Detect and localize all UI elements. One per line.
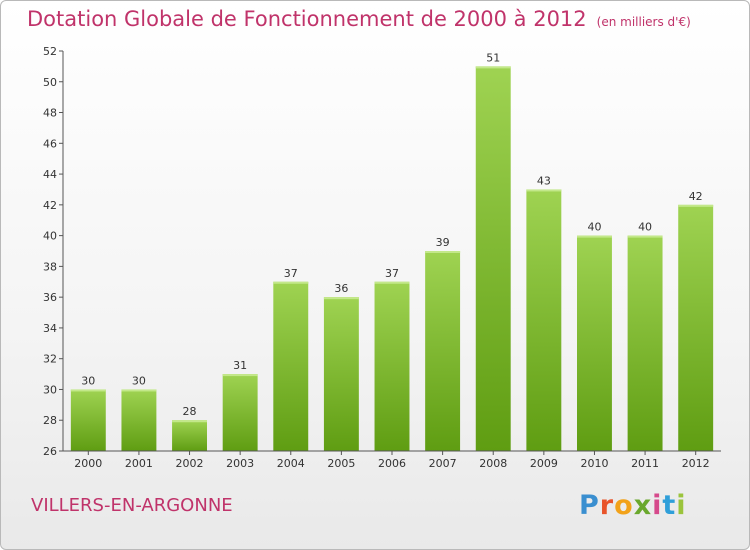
x-tick-label: 2002 — [176, 457, 204, 470]
x-tick-label: 2012 — [682, 457, 710, 470]
x-tick-label: 2000 — [74, 457, 102, 470]
bar-value-label: 28 — [183, 405, 197, 418]
bar-highlight — [374, 281, 410, 284]
x-tick-label: 2008 — [479, 457, 507, 470]
bar-highlight — [425, 251, 461, 253]
bar-2011 — [627, 235, 663, 451]
y-axis: 26 28 30 32 34 36 38 40 42 44 46 48 50 52 — [43, 45, 64, 458]
y-tick-label: 52 — [43, 45, 57, 58]
bar-value-label: 37 — [385, 267, 399, 280]
chart-title: Dotation Globale de Fonctionnement de 20… — [27, 7, 691, 31]
city-name: VILLERS-EN-ARGONNE — [31, 495, 233, 516]
bar-2010 — [576, 235, 612, 451]
y-tick-label: 36 — [43, 291, 57, 304]
bar-2003 — [222, 374, 258, 451]
bar-2000 — [70, 389, 106, 451]
y-tick-label: 34 — [43, 322, 57, 335]
x-tick-label: 2004 — [277, 457, 305, 470]
bar-2005 — [323, 297, 359, 451]
bar-2009 — [526, 189, 562, 451]
y-tick-label: 42 — [43, 199, 57, 212]
bar-value-label: 39 — [436, 236, 450, 249]
bar-highlight — [70, 389, 106, 392]
bar-value-label: 37 — [284, 267, 298, 280]
bar-value-label: 40 — [638, 221, 652, 234]
bar-highlight — [323, 297, 359, 300]
bar-highlight — [678, 204, 714, 207]
bar-value-label: 31 — [233, 359, 247, 372]
bar-highlight — [121, 389, 157, 392]
logo-letter: r — [599, 490, 615, 521]
bar-highlight — [172, 420, 208, 423]
x-tick-label: 2001 — [125, 457, 153, 470]
x-tick-label: 2010 — [580, 457, 608, 470]
bar-highlight — [526, 189, 562, 192]
logo-letter: t — [662, 490, 677, 521]
bar-highlight — [475, 66, 511, 69]
y-tick-label: 44 — [43, 168, 57, 181]
bar-highlight — [576, 235, 612, 238]
logo-letter: i — [676, 490, 687, 521]
y-tick-label: 32 — [43, 353, 57, 366]
x-tick-label: 2003 — [226, 457, 254, 470]
bar-value-label: 30 — [81, 374, 95, 387]
bar-value-label: 36 — [334, 282, 348, 295]
x-axis: 2000 2001 2002 2003 2004 2005 2006 2007 2008 2009… — [63, 450, 721, 470]
bar-value-label: 30 — [132, 374, 146, 387]
proxiti-logo: Proxiti — [579, 488, 691, 524]
bar-2002 — [172, 420, 208, 451]
bar-2006 — [374, 281, 410, 451]
bar-value-label: 51 — [486, 51, 500, 64]
logo-letter: P — [579, 490, 600, 521]
y-tick-label: 50 — [43, 76, 57, 89]
logo-letter: x — [633, 490, 653, 521]
bar-highlight — [222, 374, 258, 377]
bar-highlight — [273, 281, 309, 284]
bar-highlight — [627, 235, 663, 238]
y-tick-label: 26 — [43, 445, 57, 458]
bar-2007 — [425, 251, 461, 451]
x-tick-label: 2009 — [530, 457, 558, 470]
y-tick-label: 38 — [43, 260, 57, 273]
y-tick-label: 30 — [43, 383, 57, 396]
bar-value-label: 40 — [587, 221, 601, 234]
logo-letter: i — [652, 490, 663, 521]
bars-group: 30 30 28 31 37 36 37 39 51 43 40 40 42 — [70, 51, 714, 451]
bar-2001 — [121, 389, 157, 451]
bar-2004 — [273, 281, 309, 451]
y-tick-label: 28 — [43, 414, 57, 427]
x-tick-label: 2007 — [429, 457, 457, 470]
y-tick-label: 40 — [43, 230, 57, 243]
bar-value-label: 43 — [537, 174, 551, 187]
chart-title-text: Dotation Globale de Fonctionnement de 20… — [27, 7, 587, 31]
bar-2012 — [678, 204, 714, 451]
chart-unit: (en milliers d'€) — [596, 15, 691, 29]
logo-letter: o — [614, 490, 634, 521]
y-tick-label: 46 — [43, 137, 57, 150]
x-tick-label: 2006 — [378, 457, 406, 470]
x-tick-label: 2005 — [327, 457, 355, 470]
y-tick-label: 48 — [43, 107, 57, 120]
bar-2008 — [475, 66, 511, 451]
bar-value-label: 42 — [689, 190, 703, 203]
x-tick-label: 2011 — [631, 457, 659, 470]
